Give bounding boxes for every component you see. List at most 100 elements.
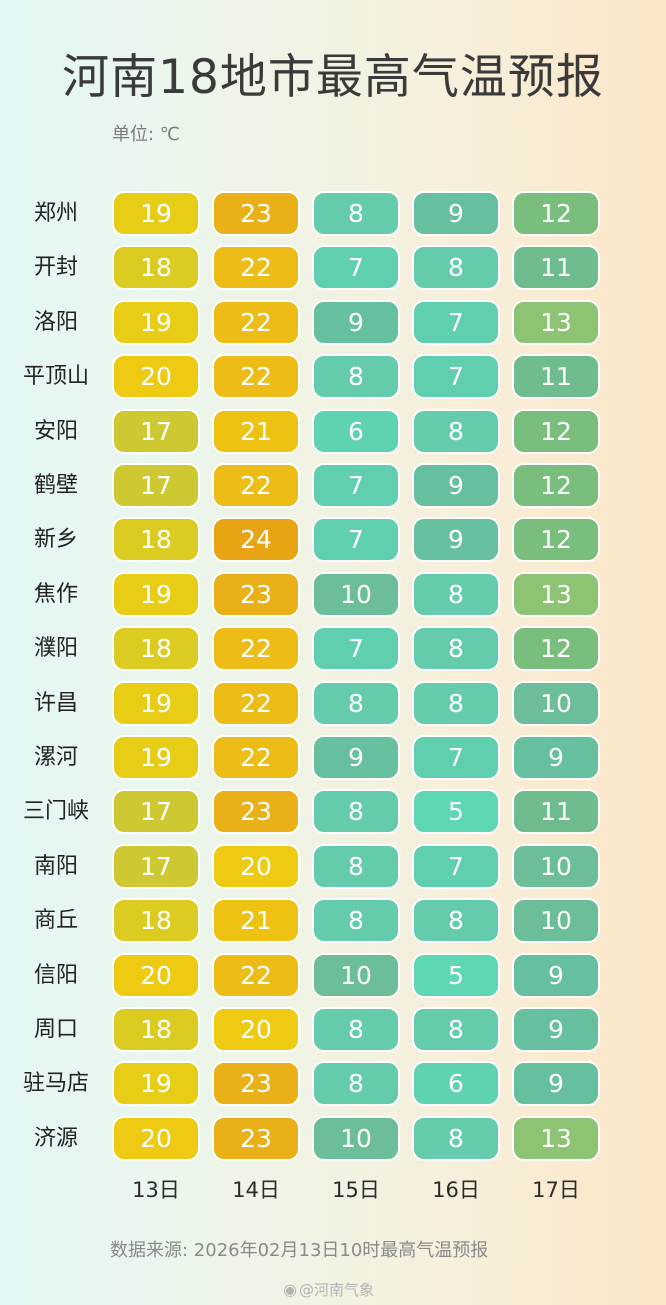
temp-cell: 11 bbox=[512, 354, 600, 400]
temp-cell: 9 bbox=[512, 735, 600, 780]
temp-cell: 18 bbox=[112, 517, 200, 563]
temp-cell: 20 bbox=[112, 354, 200, 400]
temp-cell: 10 bbox=[312, 952, 400, 998]
temp-cell: 6 bbox=[312, 408, 400, 454]
temp-cell: 22 bbox=[212, 952, 300, 998]
day-label: 17日 bbox=[532, 1178, 580, 1202]
temp-cell: 9 bbox=[512, 1061, 600, 1107]
city-label: 洛阳 bbox=[33, 309, 78, 335]
temp-cell: 8 bbox=[412, 1115, 500, 1161]
data-source: 数据来源: 2026年02月13日10时最高气温预报 bbox=[110, 1240, 489, 1261]
temp-cell: 13 bbox=[512, 1115, 600, 1161]
temp-cell: 19 bbox=[112, 735, 200, 780]
temp-cell: 8 bbox=[312, 898, 400, 944]
temp-cell: 20 bbox=[112, 952, 200, 998]
weibo-watermark: ◉ @河南气象 bbox=[283, 1279, 374, 1300]
temp-cell: 22 bbox=[212, 354, 300, 400]
city-label: 济源 bbox=[33, 1125, 78, 1151]
temp-cell: 13 bbox=[512, 299, 600, 345]
temp-cell: 23 bbox=[212, 1115, 300, 1161]
temp-cell: 9 bbox=[512, 1007, 600, 1052]
temp-cell: 23 bbox=[212, 191, 300, 236]
temp-cell: 5 bbox=[412, 789, 500, 835]
city-label: 焦作 bbox=[33, 581, 78, 607]
temp-cell: 8 bbox=[412, 680, 500, 726]
city-label: 开封 bbox=[33, 255, 78, 281]
temp-cell: 8 bbox=[312, 354, 400, 400]
temp-cell: 22 bbox=[212, 463, 300, 508]
temp-cell: 11 bbox=[512, 789, 600, 835]
temp-cell: 22 bbox=[212, 735, 300, 780]
temp-cell: 11 bbox=[512, 245, 600, 291]
temp-cell: 9 bbox=[312, 735, 400, 780]
temp-cell: 12 bbox=[512, 191, 600, 236]
temp-cell: 10 bbox=[312, 1115, 400, 1161]
temp-cell: 8 bbox=[412, 245, 500, 291]
temp-cell: 8 bbox=[412, 898, 500, 944]
temp-cell: 9 bbox=[412, 191, 500, 236]
temp-cell: 7 bbox=[312, 626, 400, 672]
temp-cell: 9 bbox=[312, 299, 400, 345]
temp-cell: 19 bbox=[112, 1061, 200, 1107]
temp-cell: 7 bbox=[412, 354, 500, 400]
temp-cell: 19 bbox=[112, 299, 200, 345]
temp-cell: 19 bbox=[112, 571, 200, 617]
temp-cell: 9 bbox=[412, 463, 500, 508]
temp-cell: 23 bbox=[212, 571, 300, 617]
temp-cell: 8 bbox=[412, 408, 500, 454]
temp-cell: 8 bbox=[312, 1007, 400, 1052]
day-label: 16日 bbox=[432, 1178, 480, 1202]
temp-cell: 20 bbox=[212, 1007, 300, 1052]
temp-cell: 7 bbox=[412, 735, 500, 780]
temp-cell: 7 bbox=[412, 299, 500, 345]
city-label: 许昌 bbox=[33, 690, 78, 716]
city-label: 平顶山 bbox=[22, 364, 89, 390]
temp-cell: 24 bbox=[212, 517, 300, 563]
city-label: 濮阳 bbox=[33, 636, 78, 662]
city-label: 周口 bbox=[33, 1017, 78, 1042]
day-label: 13日 bbox=[132, 1178, 180, 1202]
city-label: 三门峡 bbox=[22, 799, 89, 825]
temp-cell: 19 bbox=[112, 191, 200, 236]
temp-cell: 12 bbox=[512, 517, 600, 563]
city-label: 新乡 bbox=[33, 527, 78, 553]
city-label: 鹤壁 bbox=[33, 473, 78, 498]
temp-cell: 17 bbox=[112, 843, 200, 889]
temp-cell: 9 bbox=[412, 517, 500, 563]
temp-cell: 8 bbox=[312, 843, 400, 889]
temp-cell: 8 bbox=[412, 626, 500, 672]
temp-cell: 12 bbox=[512, 626, 600, 672]
temp-cell: 6 bbox=[412, 1061, 500, 1107]
temp-cell: 8 bbox=[312, 680, 400, 726]
temp-cell: 8 bbox=[312, 1061, 400, 1107]
temp-cell: 20 bbox=[212, 843, 300, 889]
temp-cell: 22 bbox=[212, 245, 300, 291]
temp-cell: 22 bbox=[212, 680, 300, 726]
temp-cell: 10 bbox=[512, 898, 600, 944]
watermark-text: @河南气象 bbox=[298, 1281, 374, 1299]
temp-cell: 7 bbox=[412, 843, 500, 889]
temp-cell: 10 bbox=[512, 843, 600, 889]
city-label: 安阳 bbox=[33, 418, 78, 444]
temp-cell: 18 bbox=[112, 626, 200, 672]
temp-cell: 13 bbox=[512, 571, 600, 617]
temp-cell: 12 bbox=[512, 408, 600, 454]
temp-cell: 10 bbox=[312, 571, 400, 617]
temp-cell: 7 bbox=[312, 245, 400, 291]
city-label: 漯河 bbox=[33, 745, 78, 770]
page-title: 河南18地市最高气温预报 bbox=[62, 50, 604, 105]
city-label: 南阳 bbox=[33, 853, 78, 879]
day-label: 15日 bbox=[332, 1178, 380, 1202]
temp-cell: 17 bbox=[112, 789, 200, 835]
temp-cell: 21 bbox=[212, 898, 300, 944]
day-label: 14日 bbox=[232, 1178, 280, 1202]
temp-cell: 20 bbox=[112, 1115, 200, 1161]
city-label: 商丘 bbox=[33, 908, 78, 934]
temp-cell: 22 bbox=[212, 626, 300, 672]
city-label: 郑州 bbox=[33, 201, 78, 226]
temp-cell: 21 bbox=[212, 408, 300, 454]
temp-cell: 5 bbox=[412, 952, 500, 998]
temp-cell: 8 bbox=[412, 571, 500, 617]
temp-cell: 22 bbox=[212, 299, 300, 345]
